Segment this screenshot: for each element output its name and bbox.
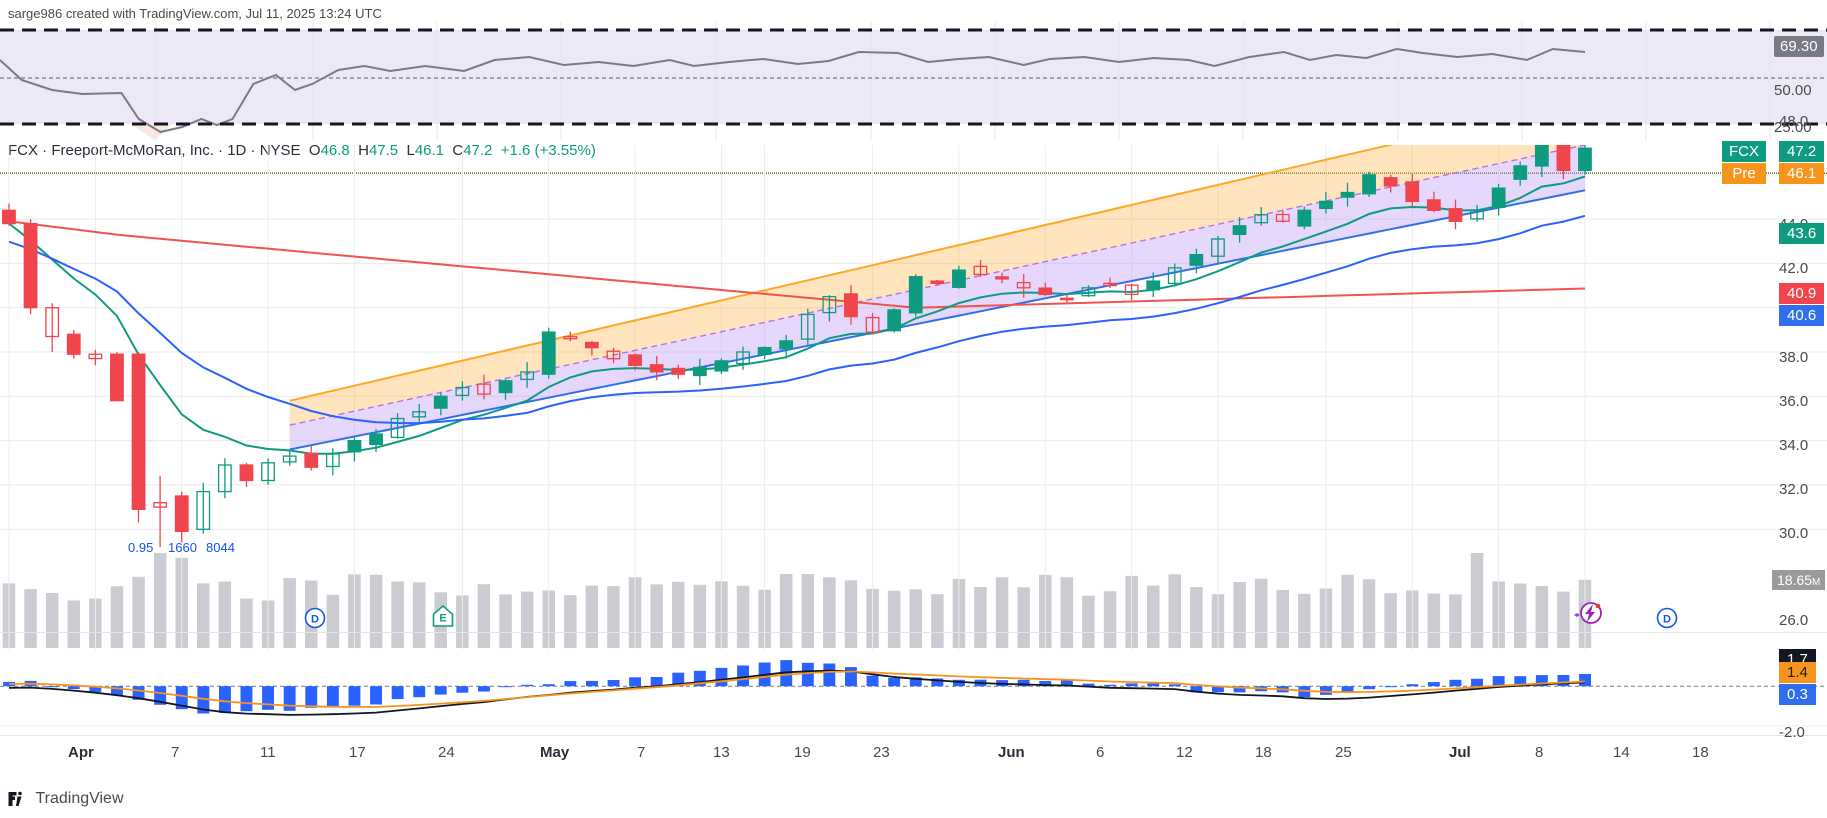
svg-text:D: D [1663, 614, 1671, 626]
svg-text:E: E [439, 613, 446, 625]
svg-text:D: D [311, 614, 319, 626]
